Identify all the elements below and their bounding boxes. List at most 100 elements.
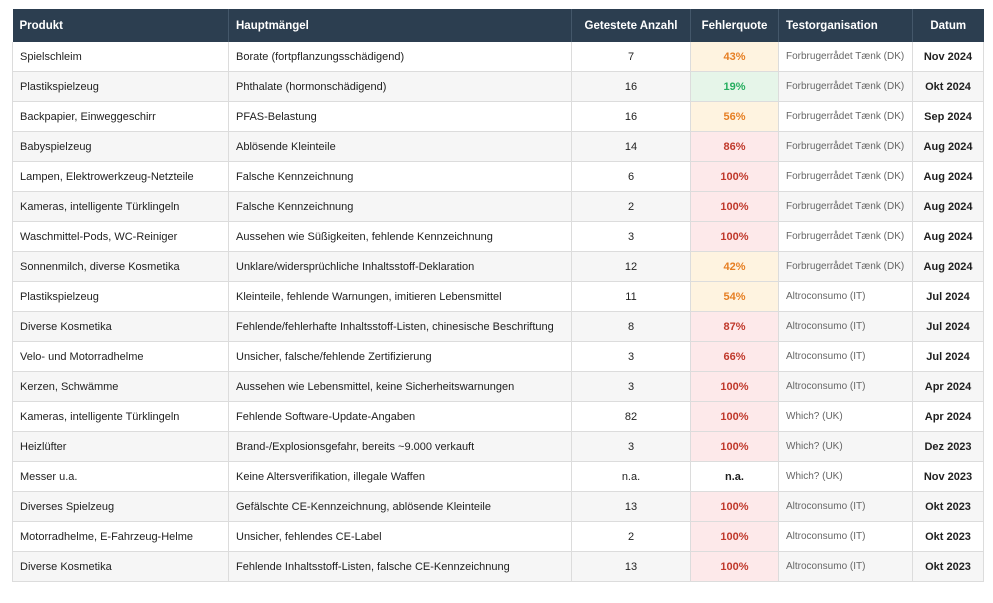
cell-fehlerquote: 100% (690, 221, 779, 252)
test-results-table-container: Produkt Hauptmängel Getestete Anzahl Feh… (12, 9, 984, 582)
cell-fehlerquote: 100% (690, 431, 779, 462)
cell-testorganisation: Which? (UK) (778, 401, 913, 432)
table-row: Velo- und Motorradhelme Unsicher, falsch… (12, 341, 984, 372)
cell-getestete-anzahl: 8 (571, 311, 691, 342)
cell-getestete-anzahl: 3 (571, 371, 691, 402)
header-datum: Datum (912, 9, 984, 42)
cell-datum: Sep 2024 (912, 101, 984, 132)
header-fehlerquote: Fehlerquote (690, 9, 779, 42)
cell-getestete-anzahl: 3 (571, 221, 691, 252)
cell-produkt: Kameras, intelligente Türklingeln (12, 401, 229, 432)
cell-fehlerquote: 56% (690, 101, 779, 132)
header-hauptmaengel: Hauptmängel (228, 9, 572, 42)
cell-datum: Okt 2023 (912, 521, 984, 552)
table-row: Spielschleim Borate (fortpflanzungsschäd… (12, 42, 984, 72)
cell-produkt: Spielschleim (12, 42, 229, 72)
cell-datum: Nov 2024 (912, 42, 984, 72)
table-row: Kameras, intelligente Türklingeln Fehlen… (12, 401, 984, 432)
header-produkt: Produkt (12, 9, 229, 42)
cell-hauptmaengel: Unklare/widersprüchliche Inhaltsstoff-De… (228, 251, 572, 282)
cell-datum: Apr 2024 (912, 371, 984, 402)
cell-datum: Jul 2024 (912, 281, 984, 312)
cell-hauptmaengel: Gefälschte CE-Kennzeichnung, ablösende K… (228, 491, 572, 522)
cell-getestete-anzahl: 12 (571, 251, 691, 282)
cell-produkt: Diverse Kosmetika (12, 551, 229, 582)
cell-datum: Okt 2024 (912, 71, 984, 102)
cell-getestete-anzahl: 3 (571, 341, 691, 372)
cell-getestete-anzahl: 82 (571, 401, 691, 432)
cell-produkt: Plastikspielzeug (12, 281, 229, 312)
cell-hauptmaengel: Ablösende Kleinteile (228, 131, 572, 162)
test-results-table: Produkt Hauptmängel Getestete Anzahl Feh… (12, 9, 984, 582)
table-row: Motorradhelme, E-Fahrzeug-Helme Unsicher… (12, 521, 984, 552)
cell-hauptmaengel: Fehlende/fehlerhafte Inhaltsstoff-Listen… (228, 311, 572, 342)
cell-testorganisation: Forbrugerrådet Tænk (DK) (778, 42, 913, 72)
table-row: Sonnenmilch, diverse Kosmetika Unklare/w… (12, 251, 984, 282)
cell-testorganisation: Altroconsumo (IT) (778, 341, 913, 372)
cell-hauptmaengel: Aussehen wie Lebensmittel, keine Sicherh… (228, 371, 572, 402)
cell-datum: Aug 2024 (912, 131, 984, 162)
cell-datum: Aug 2024 (912, 191, 984, 222)
header-getestete-anzahl: Getestete Anzahl (571, 9, 691, 42)
cell-getestete-anzahl: 13 (571, 491, 691, 522)
cell-fehlerquote: 100% (690, 371, 779, 402)
cell-fehlerquote: 100% (690, 191, 779, 222)
cell-testorganisation: Altroconsumo (IT) (778, 281, 913, 312)
cell-getestete-anzahl: 2 (571, 191, 691, 222)
cell-datum: Jul 2024 (912, 311, 984, 342)
cell-hauptmaengel: Phthalate (hormonschädigend) (228, 71, 572, 102)
cell-fehlerquote: 42% (690, 251, 779, 282)
cell-hauptmaengel: Borate (fortpflanzungsschädigend) (228, 42, 572, 72)
cell-testorganisation: Forbrugerrådet Tænk (DK) (778, 191, 913, 222)
cell-produkt: Heizlüfter (12, 431, 229, 462)
cell-produkt: Babyspielzeug (12, 131, 229, 162)
cell-hauptmaengel: Keine Altersverifikation, illegale Waffe… (228, 461, 572, 492)
cell-getestete-anzahl: 11 (571, 281, 691, 312)
cell-datum: Apr 2024 (912, 401, 984, 432)
cell-testorganisation: Forbrugerrådet Tænk (DK) (778, 221, 913, 252)
cell-getestete-anzahl: n.a. (571, 461, 691, 492)
cell-hauptmaengel: PFAS-Belastung (228, 101, 572, 132)
cell-fehlerquote: 87% (690, 311, 779, 342)
cell-testorganisation: Forbrugerrådet Tænk (DK) (778, 251, 913, 282)
cell-testorganisation: Forbrugerrådet Tænk (DK) (778, 131, 913, 162)
table-row: Kerzen, Schwämme Aussehen wie Lebensmitt… (12, 371, 984, 402)
cell-hauptmaengel: Fehlende Inhaltsstoff-Listen, falsche CE… (228, 551, 572, 582)
table-row: Kameras, intelligente Türklingeln Falsch… (12, 191, 984, 222)
cell-getestete-anzahl: 13 (571, 551, 691, 582)
cell-datum: Aug 2024 (912, 251, 984, 282)
cell-hauptmaengel: Aussehen wie Süßigkeiten, fehlende Kennz… (228, 221, 572, 252)
cell-produkt: Diverses Spielzeug (12, 491, 229, 522)
cell-testorganisation: Altroconsumo (IT) (778, 521, 913, 552)
cell-getestete-anzahl: 3 (571, 431, 691, 462)
table-row: Waschmittel-Pods, WC-Reiniger Aussehen w… (12, 221, 984, 252)
cell-testorganisation: Forbrugerrådet Tænk (DK) (778, 101, 913, 132)
header-testorganisation: Testorganisation (778, 9, 913, 42)
table-row: Heizlüfter Brand-/Explosionsgefahr, bere… (12, 431, 984, 462)
cell-datum: Jul 2024 (912, 341, 984, 372)
cell-produkt: Kerzen, Schwämme (12, 371, 229, 402)
cell-produkt: Lampen, Elektrowerkzeug-Netzteile (12, 161, 229, 192)
cell-fehlerquote: 54% (690, 281, 779, 312)
cell-testorganisation: Altroconsumo (IT) (778, 311, 913, 342)
table-row: Lampen, Elektrowerkzeug-Netzteile Falsch… (12, 161, 984, 192)
cell-datum: Okt 2023 (912, 551, 984, 582)
cell-fehlerquote: 100% (690, 491, 779, 522)
table-row: Babyspielzeug Ablösende Kleinteile 14 86… (12, 131, 984, 162)
cell-getestete-anzahl: 14 (571, 131, 691, 162)
table-row: Plastikspielzeug Phthalate (hormonschädi… (12, 71, 984, 102)
cell-getestete-anzahl: 16 (571, 71, 691, 102)
cell-fehlerquote: 66% (690, 341, 779, 372)
table-row: Diverse Kosmetika Fehlende/fehlerhafte I… (12, 311, 984, 342)
cell-produkt: Kameras, intelligente Türklingeln (12, 191, 229, 222)
cell-getestete-anzahl: 7 (571, 42, 691, 72)
table-row: Diverses Spielzeug Gefälschte CE-Kennzei… (12, 491, 984, 522)
cell-testorganisation: Which? (UK) (778, 461, 913, 492)
table-row: Plastikspielzeug Kleinteile, fehlende Wa… (12, 281, 984, 312)
cell-produkt: Messer u.a. (12, 461, 229, 492)
cell-fehlerquote: 100% (690, 401, 779, 432)
cell-getestete-anzahl: 2 (571, 521, 691, 552)
cell-testorganisation: Forbrugerrådet Tænk (DK) (778, 71, 913, 102)
cell-hauptmaengel: Unsicher, fehlendes CE-Label (228, 521, 572, 552)
cell-fehlerquote: 100% (690, 521, 779, 552)
